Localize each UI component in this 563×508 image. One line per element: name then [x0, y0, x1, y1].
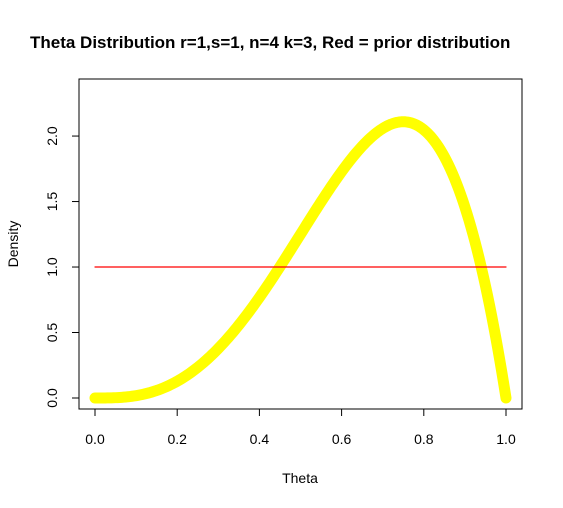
y-tick-label: 1.0 — [44, 257, 60, 277]
x-axis: 0.0 0.2 0.4 0.6 0.8 1.0 — [85, 409, 516, 447]
x-tick-label: 0.4 — [250, 431, 270, 447]
plot-box — [78, 78, 523, 410]
y-tick-label: 0.5 — [44, 323, 60, 343]
x-tick-label: 0.8 — [414, 431, 434, 447]
x-tick-label: 1.0 — [496, 431, 516, 447]
x-tick-label: 0.2 — [167, 431, 187, 447]
y-axis-label: Density — [5, 221, 21, 268]
y-tick-label: 1.5 — [44, 192, 60, 212]
x-axis-label: Theta — [282, 470, 318, 486]
chart-title: Theta Distribution r=1,s=1, n=4 k=3, Red… — [30, 33, 510, 52]
x-tick-label: 0.6 — [332, 431, 352, 447]
y-tick-label: 0.0 — [44, 388, 60, 408]
posterior-series-line — [89, 116, 512, 404]
series-layer — [89, 116, 512, 404]
x-tick-label: 0.0 — [85, 431, 105, 447]
y-tick-label: 2.0 — [44, 126, 60, 146]
y-axis: 0.0 0.5 1.0 1.5 2.0 — [44, 126, 79, 408]
